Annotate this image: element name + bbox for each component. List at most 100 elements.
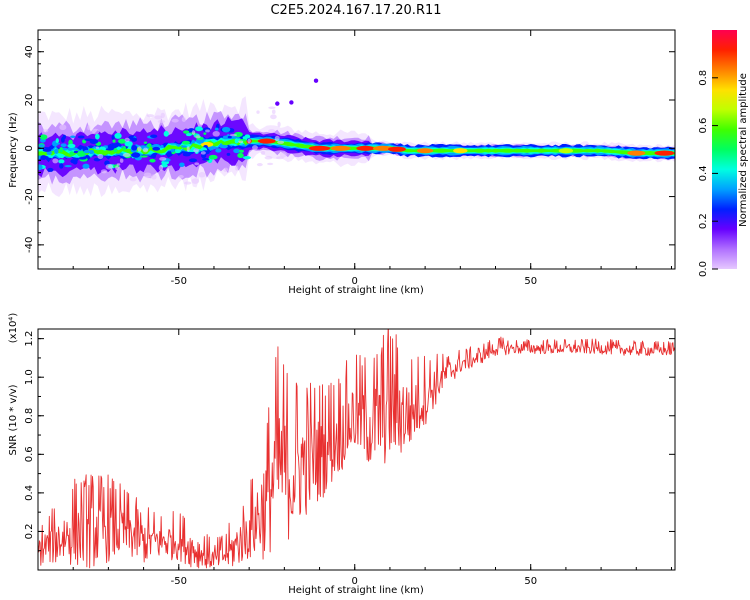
spectrogram-frame — [37, 29, 676, 270]
spectrogram-faint-speckle — [181, 117, 187, 122]
snr-panel: -50 0 50 0.2 0.4 0.6 0.8 1.0 1.2 Height of strai… — [8, 313, 676, 596]
spectrogram-faint-speckle — [142, 147, 149, 153]
snr-series-line — [38, 329, 675, 569]
spectrogram-speckle — [149, 158, 156, 163]
spectrogram-speckle — [170, 148, 175, 153]
snr-ytick-label: 0.2 — [24, 523, 35, 539]
spectrogram-faint-speckle — [235, 165, 239, 171]
spectrogram-faint-speckle — [191, 130, 196, 135]
spectrogram-hotspot — [558, 148, 574, 154]
spectrogram-ytick-label: 0 — [24, 145, 35, 151]
spectrogram-faint-speckle — [268, 106, 276, 110]
spectrogram-speckle — [226, 152, 231, 156]
spectrogram-speckle — [67, 143, 76, 148]
spectrogram-outlier — [313, 78, 319, 83]
spectrogram-faint-speckle — [115, 165, 119, 171]
snr-multiplier: (x10⁴) — [8, 313, 19, 344]
spectrogram-speckle — [227, 135, 232, 139]
spectrogram-speckle — [82, 163, 90, 169]
spectrogram-faint-speckle — [200, 151, 206, 155]
colorbar-tick-label: 0.6 — [698, 118, 709, 134]
spectrogram-faint-speckle — [191, 178, 200, 184]
spectrogram-hotspot — [654, 150, 675, 156]
spectrogram-outlier — [289, 100, 294, 105]
spectrogram-faint-speckle — [158, 164, 164, 171]
spectrogram-speckle — [59, 163, 64, 169]
spectrogram-speckle — [54, 148, 59, 154]
spectrogram-speckle — [222, 135, 228, 139]
spectrogram-speckle — [183, 130, 190, 134]
spectrogram-speckle — [38, 144, 45, 148]
spectrogram-xtick-label: 0 — [352, 276, 358, 287]
spectrogram-speckle — [83, 149, 90, 154]
spectrogram-faint-speckle — [59, 124, 67, 131]
spectrogram-speckle — [139, 145, 147, 148]
snr-ytick-label: 0.6 — [24, 446, 35, 462]
spectrogram-speckle — [160, 144, 164, 149]
spectrogram-speckle — [42, 148, 52, 152]
spectrogram-faint-speckle — [146, 114, 154, 118]
spectrogram-speckle — [124, 140, 133, 147]
spectrogram-speckle — [78, 157, 87, 160]
colorbar-tick-label: 0.4 — [698, 165, 709, 181]
spectrogram-ytick-label: -40 — [24, 237, 35, 253]
spectrogram-faint-speckle — [260, 150, 266, 155]
spectrogram-faint-speckle — [178, 175, 184, 179]
spectrogram-hotspot — [627, 150, 646, 156]
spectrogram-faint-speckle — [105, 163, 113, 170]
spectrogram-speckle — [60, 143, 67, 148]
spectrogram-xtick-label: -50 — [171, 276, 187, 287]
spectrogram-faint-speckle — [247, 138, 251, 144]
spectrogram-faint-speckle — [143, 172, 152, 178]
spectrogram-faint-speckle — [267, 162, 274, 166]
spectrogram-faint-speckle — [238, 140, 244, 144]
spectrogram-outlier — [275, 101, 280, 106]
snr-ticks: -50 0 50 0.2 0.4 0.6 0.8 1.0 1.2 — [24, 329, 675, 587]
spectrogram-speckle — [67, 147, 74, 151]
spectrogram-speckle — [40, 155, 49, 159]
spectrogram-faint-speckle — [212, 130, 220, 137]
spectrogram-speckle — [202, 158, 210, 161]
spectrogram-speckle — [174, 149, 181, 154]
spectrogram-ytick-label: 20 — [24, 94, 35, 107]
spectrogram-faint-speckle — [159, 156, 167, 161]
spectrogram-speckle — [46, 150, 52, 155]
spectrogram-panel: -50 0 50 -40 -20 0 20 40 Height of straight lin… — [8, 29, 676, 296]
spectrogram-speckle — [38, 164, 43, 171]
spectrogram-speckle — [152, 154, 156, 159]
spectrogram-faint-speckle — [122, 153, 131, 158]
spectrogram-plot — [38, 78, 675, 197]
spectrogram-speckle — [111, 135, 115, 140]
spectrogram-speckle — [182, 140, 191, 145]
spectrogram-speckle — [234, 138, 239, 144]
spectrogram-speckle — [88, 150, 95, 155]
spectrogram-faint-speckle — [194, 162, 200, 166]
spectrogram-faint-speckle — [137, 146, 142, 152]
colorbar-label: Normalized spectral amplitude — [738, 73, 749, 227]
spectrogram-speckle — [59, 146, 64, 153]
spectrogram-faint-speckle — [256, 110, 260, 114]
snr-ytick-label: 0.8 — [24, 408, 35, 424]
spectrogram-speckle — [114, 132, 122, 139]
spectrogram-faint-speckle — [97, 154, 104, 160]
snr-xtick-label: 50 — [524, 576, 537, 587]
spectrogram-faint-speckle — [52, 158, 59, 164]
spectrogram-faint-speckle — [279, 152, 287, 158]
spectrogram-faint-speckle — [229, 133, 238, 137]
spectrogram-speckle — [52, 142, 61, 145]
spectrogram-faint-speckle — [119, 158, 124, 163]
spectrogram-speckle — [152, 146, 161, 151]
spectrogram-faint-speckle — [193, 148, 200, 153]
spectrogram-speckle — [242, 156, 251, 160]
spectrogram-speckle — [146, 143, 152, 148]
spectrogram-hotspot — [417, 148, 434, 154]
spectrogram-speckle — [73, 150, 79, 154]
snr-ylabel: SNR (10 * v/v) — [8, 384, 19, 455]
colorbar-ticks: 0.0 0.2 0.4 0.6 0.8 — [698, 70, 718, 277]
spectrogram-faint-speckle — [256, 163, 263, 167]
spectrogram-faint-speckle — [223, 167, 229, 173]
spectrogram-speckle — [60, 136, 65, 143]
spectrogram-speckle — [182, 153, 191, 157]
spectrogram-speckle — [140, 155, 148, 158]
spectrogram-speckle — [70, 158, 78, 164]
